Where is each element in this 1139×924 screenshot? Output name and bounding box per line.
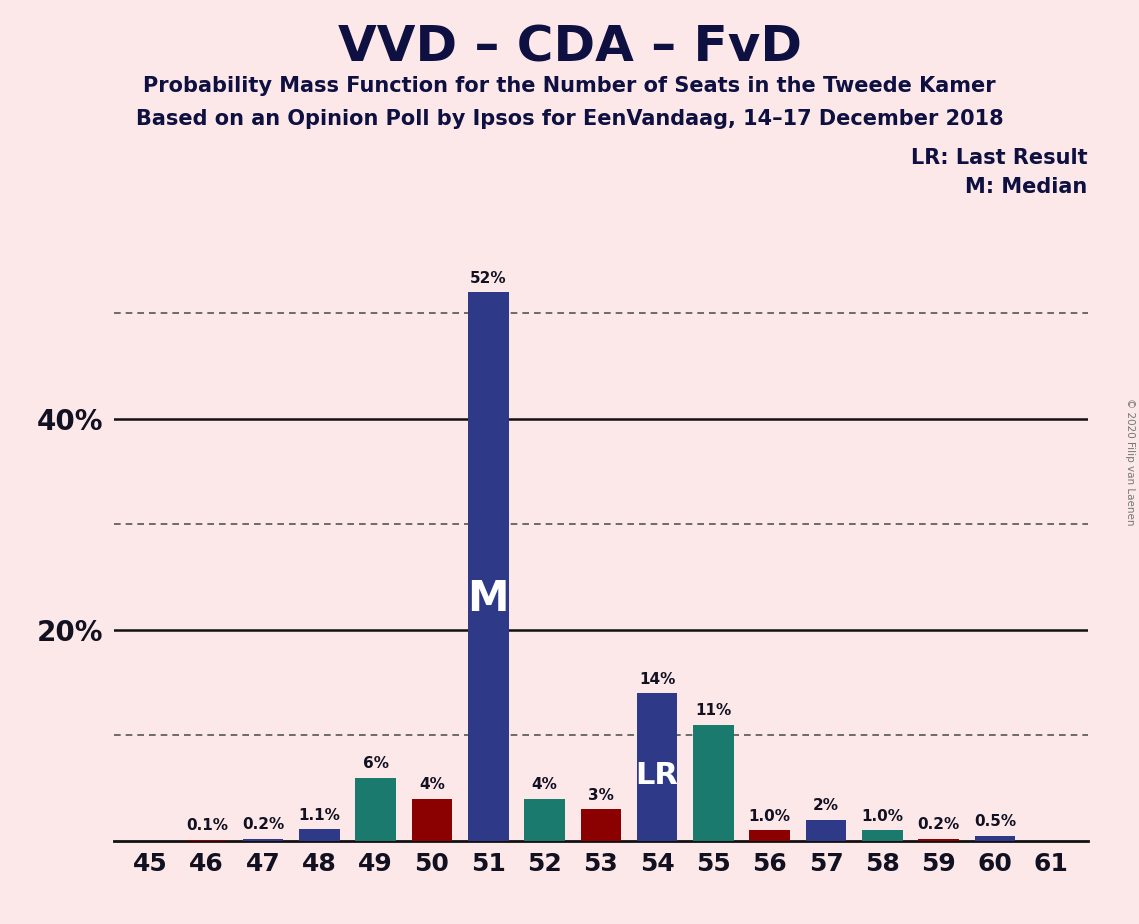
Text: LR: LR: [636, 761, 679, 790]
Text: 0.2%: 0.2%: [917, 818, 960, 833]
Text: 1.0%: 1.0%: [861, 808, 903, 824]
Bar: [355, 778, 396, 841]
Bar: [805, 820, 846, 841]
Text: LR: Last Result: LR: Last Result: [911, 148, 1088, 168]
Text: 4%: 4%: [532, 777, 557, 792]
Bar: [581, 809, 621, 841]
Text: M: M: [467, 578, 509, 621]
Text: 1.1%: 1.1%: [298, 808, 341, 823]
Bar: [749, 831, 790, 841]
Text: 0.2%: 0.2%: [241, 818, 285, 833]
Bar: [524, 798, 565, 841]
Bar: [694, 724, 734, 841]
Text: 4%: 4%: [419, 777, 445, 792]
Bar: [187, 840, 227, 841]
Bar: [862, 831, 902, 841]
Text: 52%: 52%: [470, 271, 507, 286]
Text: M: Median: M: Median: [966, 177, 1088, 198]
Text: VVD – CDA – FvD: VVD – CDA – FvD: [337, 23, 802, 71]
Bar: [637, 693, 678, 841]
Text: 2%: 2%: [813, 798, 839, 813]
Text: 3%: 3%: [588, 788, 614, 803]
Bar: [411, 798, 452, 841]
Bar: [300, 829, 339, 841]
Bar: [918, 839, 959, 841]
Text: 11%: 11%: [695, 703, 731, 719]
Text: Based on an Opinion Poll by Ipsos for EenVandaag, 14–17 December 2018: Based on an Opinion Poll by Ipsos for Ee…: [136, 109, 1003, 129]
Text: 6%: 6%: [362, 756, 388, 772]
Text: 0.5%: 0.5%: [974, 814, 1016, 829]
Bar: [243, 839, 284, 841]
Text: 1.0%: 1.0%: [748, 808, 790, 824]
Bar: [468, 292, 508, 841]
Text: 14%: 14%: [639, 672, 675, 687]
Text: 0.1%: 0.1%: [186, 819, 228, 833]
Text: © 2020 Filip van Laenen: © 2020 Filip van Laenen: [1125, 398, 1134, 526]
Bar: [975, 835, 1015, 841]
Text: Probability Mass Function for the Number of Seats in the Tweede Kamer: Probability Mass Function for the Number…: [144, 76, 995, 96]
